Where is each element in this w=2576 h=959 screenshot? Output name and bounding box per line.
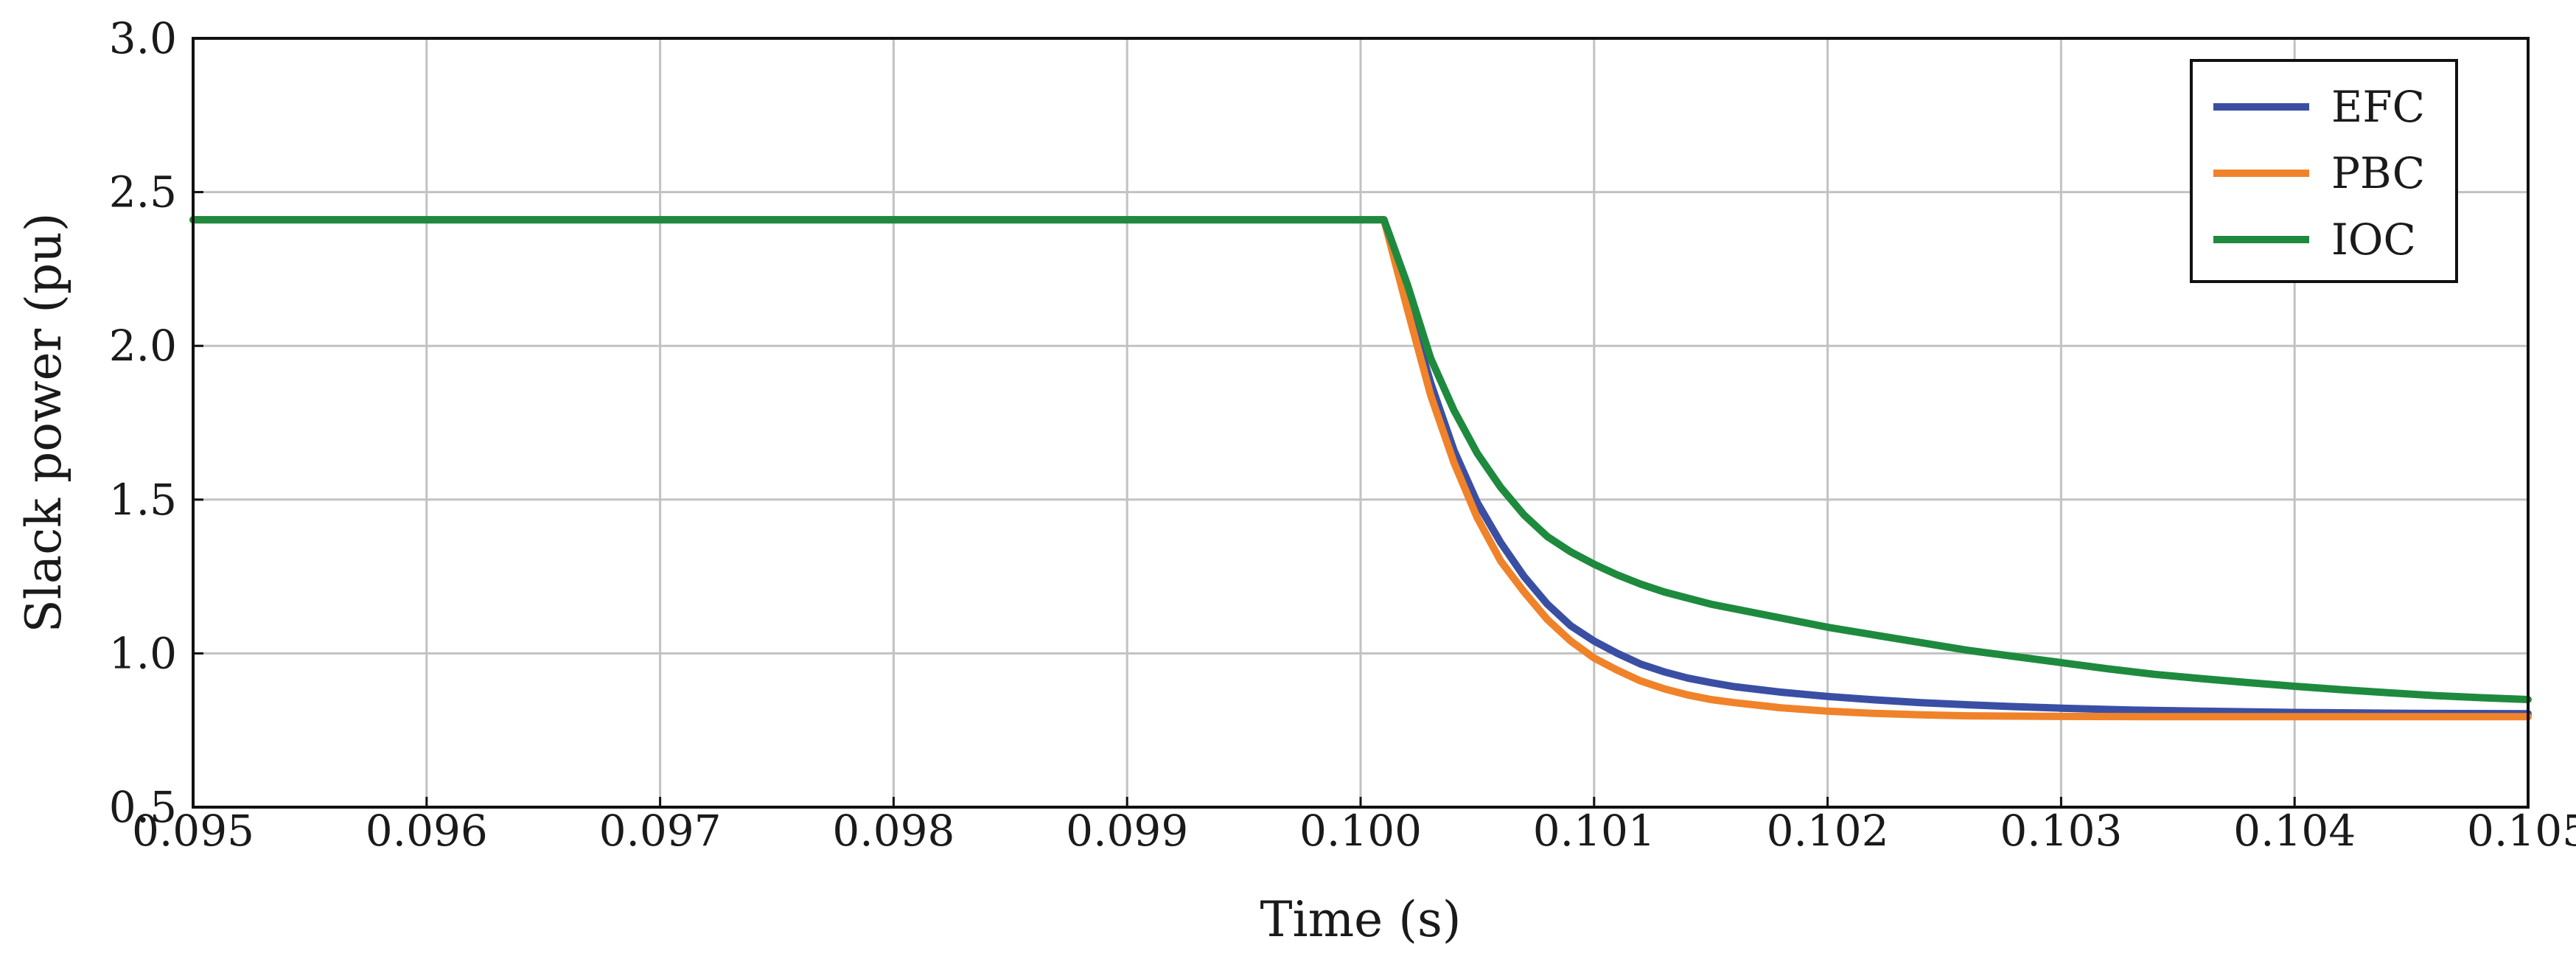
y-tick-label: 0.5 [109,782,177,832]
y-axis-title: Slack power (pu) [15,213,72,633]
legend: EFC PBC IOC [2190,59,2458,283]
y-tick-label: 1.0 [109,628,177,678]
series-line-pbc [189,216,2532,721]
grid [192,37,2530,809]
y-tick-label: 2.0 [109,321,177,371]
legend-label-efc: EFC [2331,82,2425,132]
y-tick-label: 3.0 [109,13,177,63]
x-tick-label: 0.101 [1533,806,1655,856]
series-line-ioc [189,216,2532,703]
series-group [189,216,2532,721]
x-tick-label: 0.105 [2467,806,2576,856]
x-tick-label: 0.099 [1066,806,1188,856]
x-tick-label: 0.103 [2000,806,2122,856]
y-tick-label: 1.5 [109,475,177,525]
x-axis-ticks: 0.095 0.096 0.097 0.098 0.099 0.100 0.101 0.102… [132,797,2576,856]
x-tick-label: 0.095 [132,806,254,856]
x-tick-label: 0.098 [832,806,954,856]
y-tick-label: 2.5 [109,167,177,217]
legend-label-ioc: IOC [2331,215,2416,265]
x-axis-title: Time (s) [1260,891,1461,948]
x-tick-label: 0.096 [366,806,488,856]
x-tick-label: 0.097 [599,806,722,856]
x-tick-label: 0.104 [2233,806,2356,856]
y-axis-ticks: 0.5 1.0 1.5 2.0 2.5 3.0 [109,13,203,832]
x-tick-label: 0.100 [1299,806,1422,856]
legend-label-pbc: PBC [2331,148,2425,198]
x-tick-label: 0.102 [1767,806,1889,856]
series-line-efc [189,216,2532,718]
